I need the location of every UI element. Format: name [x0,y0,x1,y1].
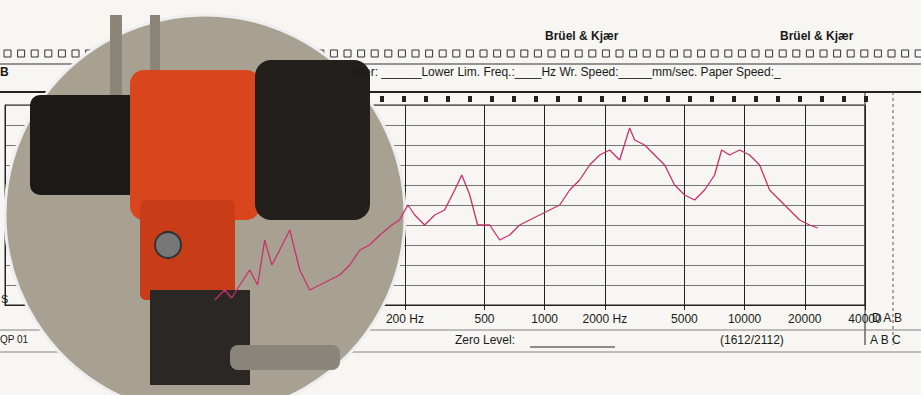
svg-text:(1612/2112): (1612/2112) [720,333,784,347]
svg-text:Zero Level:: Zero Level: [455,333,515,347]
svg-text:A B C: A B C [870,333,901,347]
svg-text:S: S [1,293,8,305]
svg-text:B: B [0,65,9,79]
svg-text:QP 01: QP 01 [0,334,29,345]
svg-text:1000: 1000 [531,312,558,326]
svg-text:D A B: D A B [872,311,902,325]
svg-text:20000: 20000 [788,312,822,326]
svg-text:500: 500 [474,312,494,326]
svg-text:Brüel & Kjær: Brüel & Kjær [780,29,854,43]
svg-text:40000: 40000 [848,312,882,326]
svg-text:10000: 10000 [728,312,762,326]
svg-text:200 Hz: 200 Hz [386,312,424,326]
svg-text:5000: 5000 [671,312,698,326]
svg-text:2000 Hz: 2000 Hz [583,312,628,326]
svg-text:tifier: ______Lower Lim. Freq.: tifier: ______Lower Lim. Freq.:____Hz Wr… [352,65,781,79]
svg-text:Brüel & Kjær: Brüel & Kjær [545,29,619,43]
